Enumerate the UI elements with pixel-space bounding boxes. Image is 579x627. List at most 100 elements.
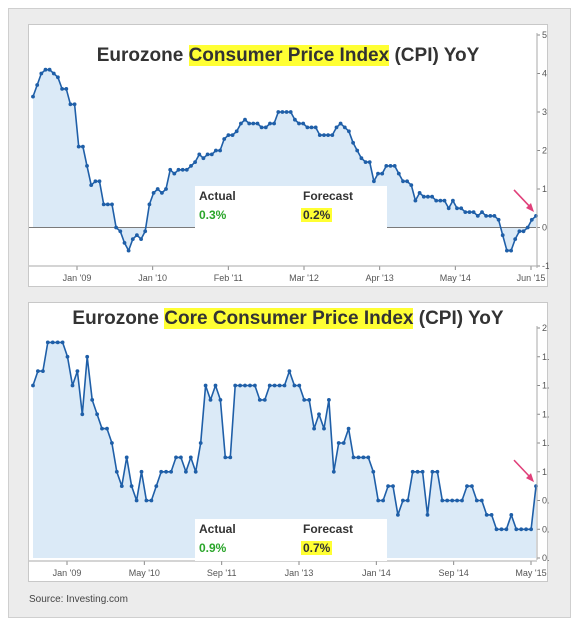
data-point: [105, 202, 110, 207]
data-point: [525, 225, 530, 230]
data-point: [75, 369, 80, 373]
data-point: [371, 469, 376, 474]
data-point: [90, 398, 95, 402]
data-point: [151, 191, 156, 195]
data-point: [326, 133, 330, 137]
title-highlight: Consumer Price Index: [188, 45, 390, 66]
y-tick-label: 0: [542, 223, 547, 233]
data-point: [301, 121, 306, 126]
data-point: [262, 398, 267, 402]
data-point: [122, 241, 127, 245]
data-point: [255, 121, 260, 126]
data-point: [155, 187, 160, 191]
pointer-arrow-head: [526, 202, 534, 212]
data-point: [169, 469, 174, 474]
data-point: [36, 369, 40, 373]
data-point: [446, 206, 451, 211]
core-cpi-plot: 2 1.8 1.6 1.4 1.2 1 0.8 0.6 0.4 Jan '09 May '10 Sep…: [29, 323, 549, 578]
x-tick-label: Jan '13: [285, 568, 314, 578]
y-tick-label: 1.6: [542, 381, 549, 391]
data-point: [139, 469, 144, 474]
data-point: [409, 183, 414, 188]
data-point: [470, 484, 474, 488]
data-point: [293, 117, 297, 122]
data-point: [421, 194, 426, 199]
data-point: [197, 152, 202, 157]
data-point: [85, 354, 90, 359]
data-point: [209, 152, 214, 157]
data-point: [144, 498, 149, 503]
data-point: [50, 340, 55, 345]
data-point: [272, 383, 277, 388]
actual-value: 0.3%: [199, 208, 227, 222]
y-tick-label: 1.4: [542, 409, 549, 419]
data-point: [417, 191, 422, 195]
data-point: [267, 383, 272, 388]
data-point: [494, 527, 499, 532]
data-point: [359, 156, 364, 161]
data-point: [31, 383, 35, 388]
data-point: [110, 202, 114, 207]
data-point: [356, 455, 361, 460]
data-point: [451, 198, 455, 203]
data-point: [430, 194, 434, 199]
data-point: [499, 527, 504, 532]
data-point: [105, 426, 109, 431]
data-point: [203, 383, 208, 388]
data-point: [500, 233, 505, 238]
data-point: [391, 484, 395, 488]
forecast-label: Forecast: [303, 522, 354, 536]
data-point: [272, 121, 276, 126]
data-point: [331, 469, 336, 474]
title-part: (CPI) YoY: [413, 308, 504, 329]
data-point: [410, 469, 415, 474]
data-point: [135, 233, 139, 238]
data-point: [248, 383, 252, 388]
data-point: [257, 398, 262, 402]
data-point: [425, 513, 430, 517]
data-point: [459, 206, 464, 211]
actual-value: 0.9%: [199, 541, 227, 555]
data-point: [392, 164, 397, 168]
data-point: [380, 171, 385, 176]
data-point: [101, 202, 106, 207]
data-point: [259, 125, 264, 130]
data-point: [247, 121, 252, 126]
x-tick-label: Jun '15: [517, 273, 546, 283]
data-point: [367, 160, 372, 165]
data-point: [509, 513, 514, 517]
data-point: [322, 426, 326, 431]
data-point: [118, 229, 123, 234]
y-tick-label: 3: [542, 107, 547, 117]
data-point: [81, 144, 85, 149]
data-point: [405, 498, 410, 503]
data-point: [47, 67, 52, 72]
data-point: [189, 164, 193, 168]
data-point: [226, 133, 231, 137]
title-part: Eurozone: [72, 308, 165, 329]
data-point: [465, 484, 469, 488]
data-point: [126, 248, 131, 253]
data-point: [317, 133, 322, 137]
data-point: [420, 469, 425, 474]
data-point: [305, 125, 310, 130]
data-point: [76, 144, 81, 149]
data-point: [474, 498, 479, 503]
data-point: [228, 455, 233, 460]
data-point: [93, 179, 98, 184]
data-point: [234, 129, 239, 134]
x-tick-label: Apr '13: [366, 273, 394, 283]
x-tick-label: May '14: [440, 273, 471, 283]
y-tick-label: 1: [542, 467, 547, 477]
data-point: [43, 67, 48, 72]
data-point: [489, 513, 494, 517]
data-point: [336, 441, 341, 445]
data-point: [70, 383, 75, 388]
data-point: [143, 229, 148, 234]
data-point: [450, 498, 455, 503]
data-point: [467, 210, 472, 215]
data-point: [322, 133, 326, 137]
data-point: [366, 455, 371, 460]
data-point: [134, 498, 139, 503]
data-point: [372, 179, 376, 184]
